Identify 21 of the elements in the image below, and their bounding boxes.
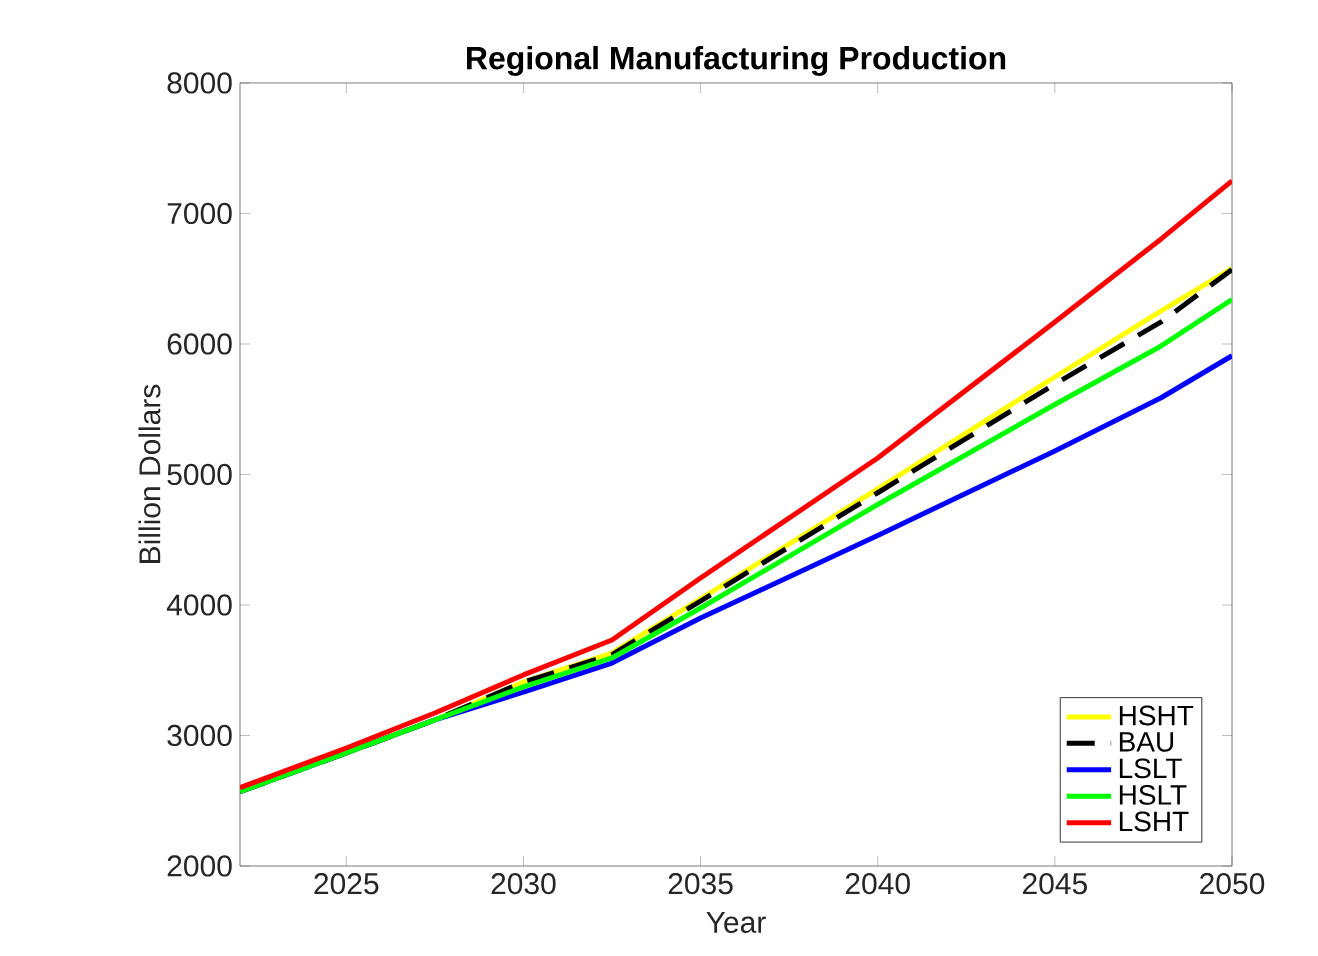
y-tick-label: 3000 <box>167 724 232 747</box>
x-tick-label: 2025 <box>314 873 379 895</box>
y-axis-title: Billion Dollars <box>138 384 161 563</box>
x-tick-label: 2030 <box>491 873 556 895</box>
legend-label: BAU <box>1119 732 1174 752</box>
x-tick-label: 2045 <box>1023 873 1087 895</box>
y-tick-label: 8000 <box>167 72 232 94</box>
y-tick-label: 7000 <box>167 202 232 225</box>
x-tick-label: 2040 <box>845 873 910 895</box>
legend-label: HSLT <box>1119 784 1187 805</box>
legend-label: LSLT <box>1119 758 1182 779</box>
y-tick-label: 5000 <box>167 463 232 486</box>
y-tick-label: 4000 <box>166 594 232 616</box>
legend-label: HSHT <box>1119 705 1194 726</box>
legend-label: LSHT <box>1119 811 1189 832</box>
x-tick-label: 2050 <box>1200 873 1265 895</box>
y-tick-label: 6000 <box>167 333 232 355</box>
chart-title: Regional Manufacturing Production <box>467 45 1006 76</box>
x-tick-label: 2035 <box>668 873 733 895</box>
x-axis-title: Year <box>706 912 766 933</box>
y-tick-label: 2000 <box>167 855 232 877</box>
